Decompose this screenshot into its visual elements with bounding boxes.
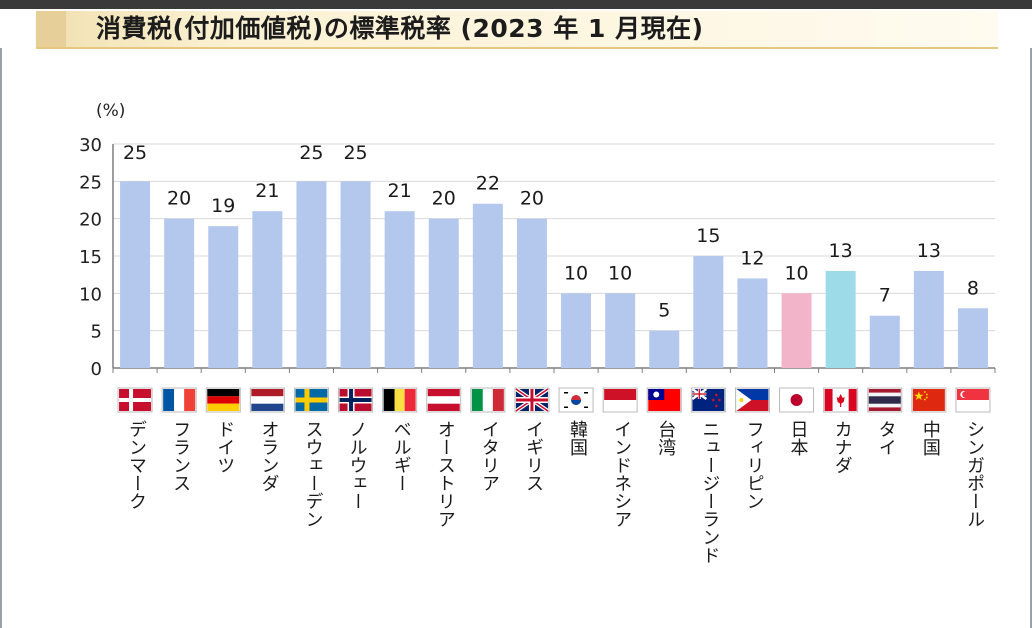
value-label: 8 [967, 277, 979, 299]
korea-flag [558, 387, 594, 413]
philippines-flag [734, 387, 770, 413]
france-flag [161, 387, 197, 413]
category-label: フィリピン [743, 420, 765, 510]
value-label: 7 [879, 285, 891, 307]
category-label: ニュージーランド [699, 420, 721, 564]
new-zealand-flag [690, 387, 726, 413]
bar [869, 315, 900, 368]
bar [340, 181, 371, 368]
value-label: 21 [255, 180, 279, 202]
category-label: シンガポール [963, 420, 985, 528]
value-label: 5 [658, 300, 670, 322]
austria-flag [426, 387, 462, 413]
sweden-flag [293, 387, 329, 413]
bar [120, 181, 151, 368]
indonesia-flag [602, 387, 638, 413]
italy-flag [470, 387, 506, 413]
category-label: ドイツ [214, 420, 236, 474]
value-label: 10 [608, 262, 632, 284]
category-label: 台湾 [655, 420, 677, 456]
category-label: インドネシア [611, 420, 633, 528]
y-tick-label: 25 [79, 172, 102, 193]
y-tick-label: 10 [79, 284, 102, 305]
bar [384, 211, 415, 368]
value-label: 21 [388, 180, 412, 202]
bar [561, 293, 592, 368]
bar [164, 218, 195, 368]
bar [737, 278, 768, 368]
thailand-flag [867, 387, 903, 413]
bar [296, 181, 327, 368]
category-label: スウェーデン [302, 420, 324, 528]
value-label: 13 [917, 240, 941, 262]
category-label: オランダ [258, 420, 280, 492]
category-label: カナダ [831, 420, 853, 474]
bar [693, 256, 724, 368]
value-label: 12 [740, 247, 764, 269]
canada-flag [823, 387, 859, 413]
value-label: 25 [299, 142, 323, 164]
bar [781, 293, 812, 368]
y-tick-label: 0 [91, 359, 102, 380]
value-label: 15 [696, 225, 720, 247]
category-label: イタリア [478, 420, 500, 492]
bar [516, 218, 547, 368]
value-label: 13 [829, 240, 853, 262]
value-label: 25 [343, 142, 367, 164]
value-label: 10 [784, 262, 808, 284]
category-label: 韓国 [567, 420, 589, 456]
category-label: ベルギー [390, 420, 412, 492]
bar [605, 293, 636, 368]
frame-right-border [1030, 48, 1032, 628]
category-label: 中国 [919, 420, 941, 456]
bar [208, 226, 239, 368]
china-flag [911, 387, 947, 413]
germany-flag [205, 387, 241, 413]
japan-flag [779, 387, 815, 413]
value-label: 20 [167, 188, 191, 210]
category-label: ノルウェー [346, 420, 368, 510]
page-title: 消費税(付加価値税)の標準税率 (2023 年 1 月現在) [96, 14, 704, 43]
denmark-flag [117, 387, 153, 413]
value-label: 19 [211, 195, 235, 217]
bar [825, 270, 856, 368]
category-label: フランス [170, 420, 192, 492]
title-accent-block [36, 11, 66, 47]
bar [252, 211, 283, 368]
category-label: オーストリア [434, 420, 456, 528]
value-label: 20 [432, 188, 456, 210]
bar [957, 308, 988, 368]
bar [428, 218, 459, 368]
category-label: デンマーク [126, 420, 148, 510]
category-label: 日本 [787, 420, 809, 456]
y-tick-label: 20 [79, 210, 102, 231]
bar [913, 270, 944, 368]
bar [649, 330, 680, 368]
value-label: 20 [520, 188, 544, 210]
norway-flag [338, 387, 374, 413]
netherlands-flag [249, 387, 285, 413]
category-label: イギリス [522, 420, 544, 492]
y-axis-unit-label: (%) [96, 101, 125, 121]
y-tick-label: 5 [91, 322, 102, 343]
singapore-flag [955, 387, 991, 413]
frame-left-border [0, 48, 2, 628]
belgium-flag [382, 387, 418, 413]
value-label: 22 [476, 173, 500, 195]
category-label: タイ [875, 420, 897, 456]
bar [472, 203, 503, 368]
value-label: 25 [123, 142, 147, 164]
top-window-bar [0, 0, 1032, 9]
y-tick-label: 15 [79, 247, 102, 268]
y-tick-label: 30 [79, 135, 102, 156]
value-label: 10 [564, 262, 588, 284]
uk-flag [514, 387, 550, 413]
title-band [36, 11, 998, 49]
taiwan-flag [646, 387, 682, 413]
